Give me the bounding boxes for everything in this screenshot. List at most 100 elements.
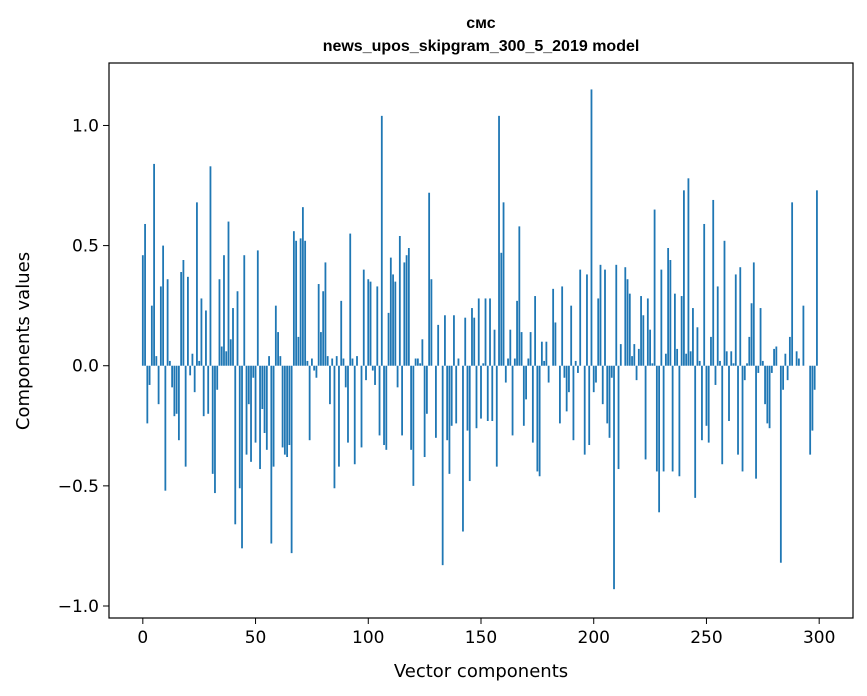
bar-69	[297, 336, 300, 366]
x-tick-label: 200	[578, 628, 610, 648]
bar-34	[218, 279, 221, 366]
bar-120	[412, 365, 415, 486]
bar-161	[504, 365, 507, 383]
bar-189	[568, 365, 570, 393]
bar-139	[455, 365, 458, 424]
bar-209	[613, 365, 615, 590]
bar-227	[653, 209, 656, 366]
bar-23	[193, 365, 196, 393]
bar-278	[768, 365, 771, 429]
bar-108	[385, 365, 388, 450]
bar-4	[150, 305, 153, 366]
bar-20	[187, 276, 189, 366]
bar-203	[599, 264, 602, 366]
bar-273	[757, 365, 760, 373]
chart-subtitle: news_upos_skipgram_300_5_2019 model	[323, 38, 640, 55]
bar-117	[405, 255, 408, 366]
bar-50	[254, 365, 257, 443]
bar-207	[608, 365, 611, 438]
bar-113	[396, 365, 399, 388]
bar-234	[669, 260, 672, 366]
bar-158	[498, 115, 500, 366]
bar-163	[509, 329, 512, 366]
bar-291	[797, 358, 800, 366]
bar-145	[468, 365, 471, 482]
bar-261	[730, 351, 733, 366]
bar-212	[619, 344, 622, 366]
bar-134	[444, 315, 446, 366]
bar-176	[538, 365, 541, 477]
bar-64	[286, 365, 289, 458]
bar-198	[588, 365, 591, 446]
x-tick-label: 0	[137, 628, 148, 648]
bar-288	[791, 202, 794, 366]
bar-226	[651, 363, 654, 366]
bar-52	[259, 365, 261, 470]
bar-24	[196, 202, 198, 366]
bar-204	[601, 365, 604, 405]
bar-284	[782, 365, 785, 390]
bar-279	[770, 365, 773, 373]
bar-169	[522, 365, 525, 426]
bar-61	[279, 356, 282, 366]
bar-154	[489, 298, 491, 366]
bar-73	[306, 360, 309, 366]
bar-165	[513, 358, 516, 366]
bar-224	[646, 298, 649, 366]
y-tick-label: 0.0	[72, 357, 99, 377]
bar-230	[660, 269, 663, 366]
bar-126	[425, 365, 428, 414]
bar-254	[714, 365, 717, 385]
bar-206	[606, 365, 609, 424]
bar-128	[430, 279, 433, 366]
bar-57	[270, 365, 273, 544]
bar-90	[344, 365, 347, 388]
bar-78	[317, 284, 320, 366]
bar-48	[250, 365, 252, 462]
bar-276	[764, 365, 766, 405]
bar-87	[338, 365, 340, 467]
bar-116	[403, 262, 406, 366]
bar-18	[182, 260, 185, 366]
bar-191	[572, 365, 575, 441]
bar-215	[626, 279, 629, 366]
bar-297	[811, 365, 814, 431]
bar-290	[795, 351, 798, 366]
bar-33	[216, 365, 219, 390]
x-axis-ticks: 0 50 100 150 200 250 300	[137, 618, 835, 648]
bar-143	[464, 317, 467, 366]
bar-251	[707, 365, 710, 443]
bar-148	[475, 365, 478, 429]
bar-71	[301, 207, 304, 366]
bar-80	[322, 291, 325, 366]
bar-36	[223, 255, 225, 366]
bar-1	[144, 223, 146, 366]
bar-27	[202, 365, 205, 417]
bar-55	[265, 365, 268, 450]
bar-31	[211, 365, 214, 474]
bar-114	[398, 235, 401, 366]
bar-8	[159, 286, 162, 366]
bar-183	[554, 322, 557, 366]
bar-269	[748, 336, 751, 366]
bar-274	[759, 308, 762, 366]
bar-235	[671, 365, 674, 472]
bar-221	[640, 296, 642, 366]
bar-249	[703, 223, 706, 366]
bar-11	[166, 279, 169, 366]
bar-79	[320, 332, 322, 366]
bar-220	[637, 348, 640, 366]
bar-115	[401, 365, 403, 436]
bar-241	[685, 353, 688, 366]
bar-243	[689, 351, 692, 366]
bar-253	[712, 199, 715, 366]
bar-239	[680, 296, 683, 366]
bar-174	[534, 296, 537, 366]
bar-124	[421, 339, 424, 366]
bar-229	[658, 365, 661, 513]
bar-238	[678, 365, 681, 477]
bar-68	[295, 240, 298, 366]
bar-156	[493, 329, 496, 366]
bar-236	[673, 293, 676, 366]
